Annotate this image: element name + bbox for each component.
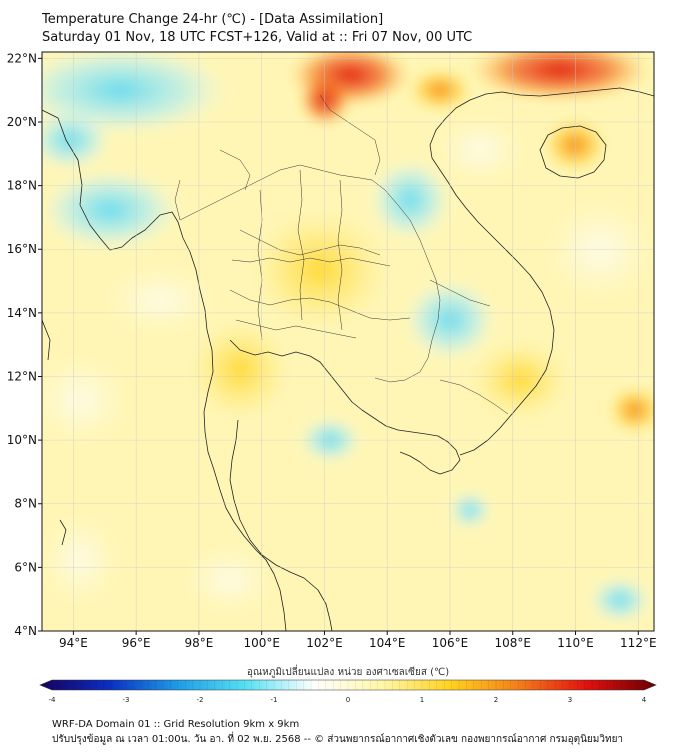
colorbar-tick-label: 3 xyxy=(568,696,572,704)
lat-tick-label: 8°N xyxy=(14,497,37,511)
colorbar-tick-label: 2 xyxy=(494,696,498,704)
colorbar-tick-label: -1 xyxy=(271,696,278,704)
colorbar-tick-label: 1 xyxy=(420,696,424,704)
colorbar xyxy=(39,679,657,691)
lon-tick-label: 106°E xyxy=(432,636,469,650)
lat-tick-label: 18°N xyxy=(7,179,37,193)
colorbar-body xyxy=(39,679,657,691)
colorbar-tick-label: -3 xyxy=(123,696,130,704)
lat-tick-label: 4°N xyxy=(14,624,37,638)
lat-tick-label: 12°N xyxy=(7,369,37,383)
coastlines xyxy=(42,87,654,631)
lon-tick-labels: 94°E 96°E 98°E 100°E 102°E 104°E 106°E 108°E 110… xyxy=(59,631,657,650)
colorbar-tick-label: 0 xyxy=(346,696,350,704)
lon-tick-label: 102°E xyxy=(306,636,343,650)
footer-domain-info: WRF-DA Domain 01 :: Grid Resolution 9km … xyxy=(52,719,300,730)
lat-tick-label: 14°N xyxy=(7,306,37,320)
lat-tick-label: 22°N xyxy=(7,51,37,65)
lon-tick-label: 110°E xyxy=(557,636,594,650)
lon-tick-label: 94°E xyxy=(59,636,88,650)
lon-tick-label: 96°E xyxy=(122,636,151,650)
graticule xyxy=(42,52,654,631)
lat-tick-label: 16°N xyxy=(7,242,37,256)
footer-update-info: ปรับปรุงข้อมูล ณ เวลา 01:00น. วัน อา. ที… xyxy=(52,734,624,745)
map-subtitle: Saturday 01 Nov, 18 UTC FCST+126, Valid … xyxy=(42,30,473,45)
lat-tick-label: 20°N xyxy=(7,115,37,129)
colorbar-label: อุณหภูมิเปลี่ยนแปลง หน่วย องศาเซลเซียส (… xyxy=(247,664,449,678)
colorbar-tick-labels: -4 -3 -2 -1 0 1 2 3 4 xyxy=(49,696,647,704)
colorbar-tick-label: -2 xyxy=(197,696,204,704)
lat-tick-labels: 22°N 20°N 18°N 16°N 14°N 12°N 10°N 8°N 6°N 4°N xyxy=(7,51,42,638)
lon-tick-label: 108°E xyxy=(495,636,532,650)
map-frame xyxy=(41,51,655,632)
temperature-field xyxy=(42,52,654,631)
lon-tick-label: 98°E xyxy=(184,636,213,650)
lat-tick-label: 6°N xyxy=(14,560,37,574)
lon-tick-label: 112°E xyxy=(620,636,657,650)
lat-tick-label: 10°N xyxy=(7,433,37,447)
lon-tick-label: 100°E xyxy=(243,636,280,650)
map-title: Temperature Change 24-hr (℃) - [Data Ass… xyxy=(42,12,384,27)
colorbar-tick-label: -4 xyxy=(49,696,57,704)
colorbar-tick-label: 4 xyxy=(642,696,647,704)
admin-borders xyxy=(174,94,509,415)
lon-tick-label: 104°E xyxy=(369,636,406,650)
